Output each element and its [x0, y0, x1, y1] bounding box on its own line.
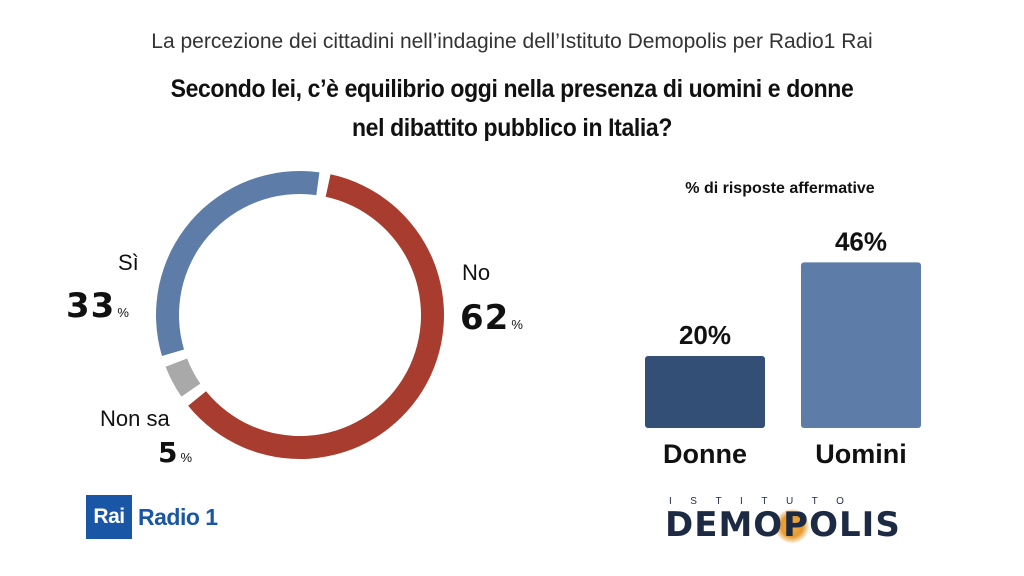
supertitle: La percezione dei cittadini nell’indagin…: [151, 30, 873, 53]
slice-name-no: No: [462, 260, 491, 285]
slice-unit-nonsa: %: [180, 450, 193, 465]
donut-slice-s-: [156, 171, 320, 357]
demopolis-text: DEMOPOLIS: [665, 505, 901, 545]
slice-unit-no: %: [511, 317, 523, 332]
bar-category-uomini: Uomini: [815, 439, 907, 469]
rai-radio1-logo: Rai Radio 1: [86, 495, 218, 539]
donut-value-si: 33%: [66, 286, 129, 326]
slice-value-no: 62: [460, 298, 510, 338]
demopolis-glow-icon: [775, 509, 809, 543]
survey-question: Secondo lei, c’è equilibrio oggi nella p…: [41, 70, 983, 148]
radio1-text: Radio 1: [138, 503, 218, 530]
bar-uomini: [801, 262, 921, 428]
bar-value-uomini: 46%: [835, 226, 887, 256]
donut-value-nonsa: 5%: [158, 436, 192, 469]
demopolis-wordmark: DEMOPOLIS: [665, 507, 940, 543]
slice-value-nonsa: 5: [158, 436, 179, 469]
donut-label-no: No: [462, 260, 490, 286]
slice-value-si: 33: [66, 286, 116, 326]
bar-category-donne: Donne: [663, 439, 747, 469]
question-line-2: nel dibattito pubblico in Italia?: [351, 114, 673, 142]
donut-label-nonsa: Non sa: [100, 406, 170, 432]
bar-value-donne: 20%: [679, 320, 731, 350]
rai-logo-box: Rai: [86, 495, 132, 539]
slice-name-si: Sì: [118, 250, 139, 275]
donut-value-no: 62%: [460, 298, 523, 338]
bar-chart-title: % di risposte affermative: [685, 180, 875, 197]
demopolis-logo: ISTITUTO DEMOPOLIS: [665, 496, 940, 543]
demopolis-subtitle: ISTITUTO: [669, 496, 863, 507]
question-line-1: Secondo lei, c’è equilibrio oggi nella p…: [170, 75, 854, 103]
donut-label-si: Sì: [118, 250, 139, 276]
bar-donne: [645, 356, 765, 428]
donut-slice-non-sa: [165, 358, 201, 397]
slice-name-nonsa: Non sa: [100, 406, 170, 431]
donut-chart: [156, 171, 445, 459]
slice-unit-si: %: [117, 305, 129, 320]
